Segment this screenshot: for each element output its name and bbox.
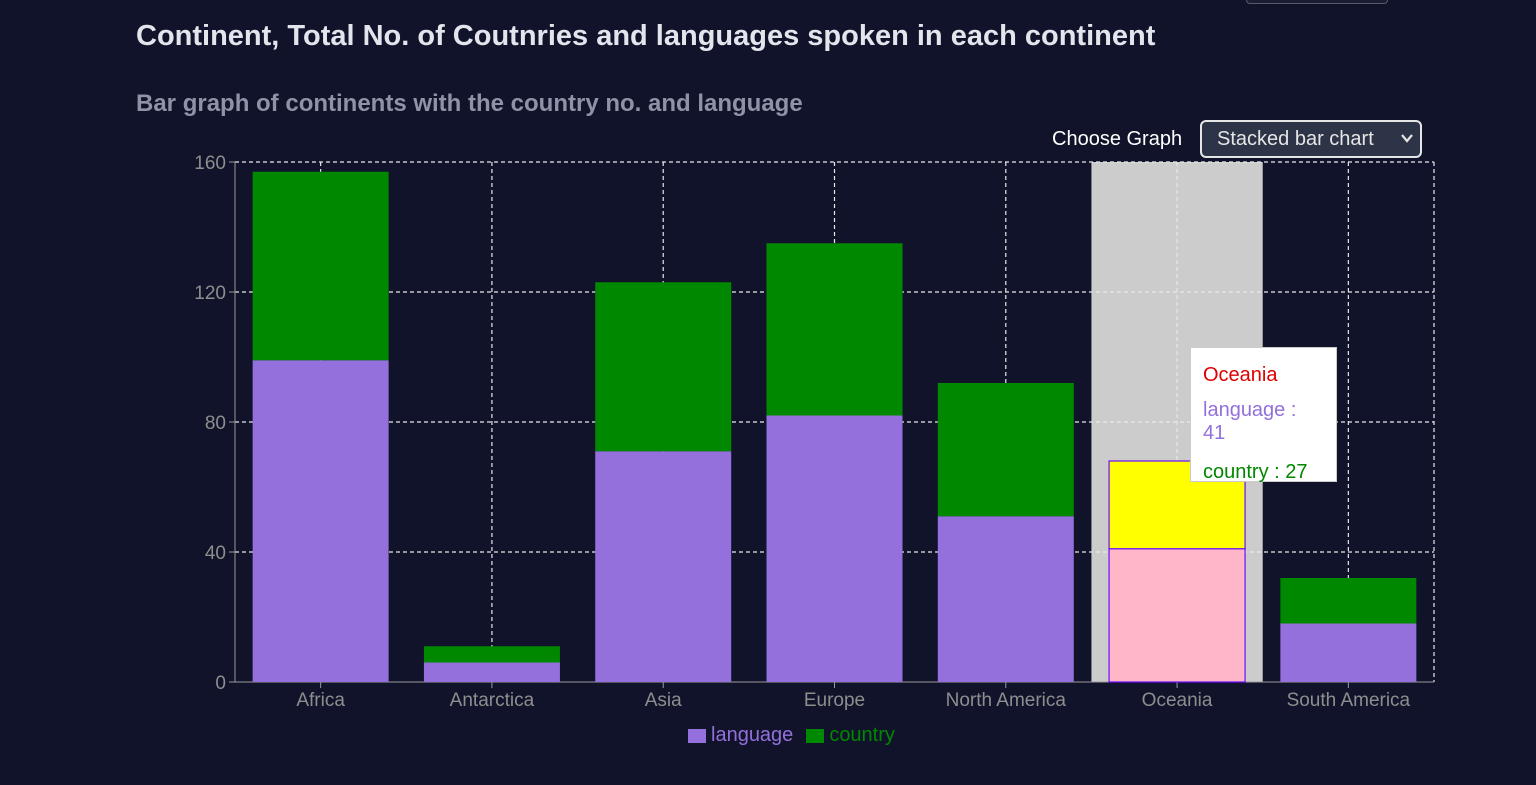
- chart-tooltip: Oceania language : 41 country : 27: [1190, 347, 1337, 483]
- chart-legend: language country: [688, 724, 908, 747]
- bar-country-asia[interactable]: [595, 282, 732, 452]
- bar-country-north-america[interactable]: [937, 383, 1074, 517]
- bar-country-antarctica[interactable]: [423, 646, 560, 663]
- y-tick-label: 0: [215, 673, 226, 694]
- bar-language-africa[interactable]: [252, 360, 389, 682]
- chart-tick-labels: 0 40 80 120 160 Africa Antarctica Asia Europe Nor…: [194, 153, 1410, 711]
- bar-language-antarctica[interactable]: [423, 662, 560, 683]
- bar-country-south-america[interactable]: [1280, 578, 1417, 624]
- chevron-down-icon: [1401, 134, 1413, 143]
- y-tick-label: 80: [205, 413, 226, 434]
- bar-language-asia[interactable]: [595, 451, 732, 682]
- x-tick-label: North America: [946, 690, 1067, 711]
- x-tick-label: South America: [1287, 690, 1411, 711]
- bar-country-europe[interactable]: [766, 243, 903, 416]
- legend-item-country[interactable]: country: [806, 724, 895, 747]
- x-tick-label: Antarctica: [450, 690, 535, 711]
- y-tick-label: 160: [194, 153, 226, 174]
- x-tick-label: Africa: [296, 690, 345, 711]
- page-title: Continent, Total No. of Coutnries and la…: [136, 20, 1156, 52]
- bar-country-africa[interactable]: [252, 171, 389, 361]
- chart-subtitle: Bar graph of continents with the country…: [136, 90, 803, 117]
- bar-language-south-america[interactable]: [1280, 623, 1417, 683]
- x-tick-label: Oceania: [1142, 690, 1213, 711]
- x-tick-label: Europe: [804, 690, 865, 711]
- tooltip-language-row: language : 41: [1203, 399, 1297, 444]
- graph-type-select-value: Stacked bar chart: [1217, 128, 1374, 150]
- bar-language-oceania[interactable]: [1108, 548, 1246, 683]
- legend-label-country: country: [829, 724, 895, 746]
- y-tick-label: 120: [194, 283, 226, 304]
- x-tick-label: Asia: [645, 690, 682, 711]
- legend-swatch-country: [806, 728, 825, 743]
- tooltip-title: Oceania: [1203, 364, 1278, 386]
- tooltip-country-row: country : 27: [1203, 461, 1308, 483]
- legend-swatch-language: [688, 728, 706, 743]
- y-tick-label: 40: [205, 543, 226, 564]
- legend-label-language: language: [711, 724, 794, 746]
- bar-language-north-america[interactable]: [937, 516, 1074, 682]
- choose-graph-label: Choose Graph: [1052, 128, 1183, 150]
- graph-type-select[interactable]: Stacked bar chart: [1200, 120, 1422, 158]
- legend-item-language[interactable]: language: [688, 724, 793, 747]
- bar-language-europe[interactable]: [766, 415, 903, 683]
- chart-bars: [252, 171, 1417, 683]
